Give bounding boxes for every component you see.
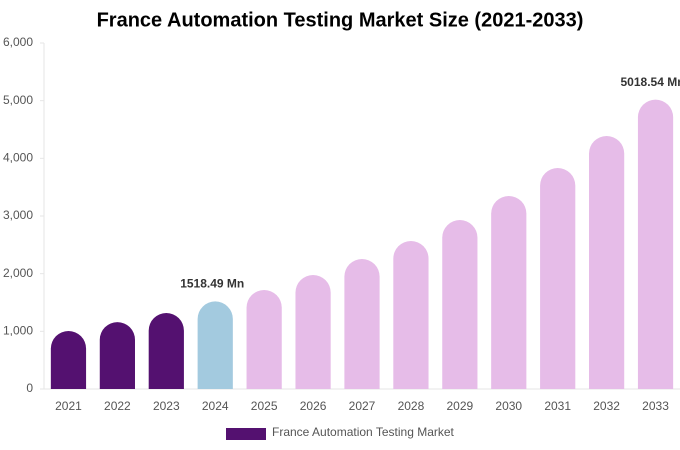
x-tick-label: 2022 bbox=[104, 399, 131, 413]
legend-label: France Automation Testing Market bbox=[272, 425, 455, 439]
x-tick-label: 2027 bbox=[349, 399, 376, 413]
bar bbox=[540, 168, 576, 389]
y-tick-label: 0 bbox=[26, 381, 33, 395]
x-tick-label: 2030 bbox=[495, 399, 522, 413]
x-tick-label: 2032 bbox=[593, 399, 620, 413]
y-tick-label: 1,000 bbox=[3, 324, 33, 338]
bar bbox=[197, 301, 233, 389]
x-tick-label: 2023 bbox=[153, 399, 180, 413]
x-tick-label: 2031 bbox=[544, 399, 571, 413]
x-tick-label: 2026 bbox=[300, 399, 327, 413]
chart-title: France Automation Testing Market Size (2… bbox=[97, 9, 584, 31]
bar bbox=[246, 290, 282, 389]
bar bbox=[393, 241, 429, 389]
legend-swatch bbox=[226, 428, 266, 440]
data-label: 1518.49 Mn bbox=[180, 277, 244, 291]
x-tick-label: 2024 bbox=[202, 399, 229, 413]
bar bbox=[442, 220, 478, 389]
bar bbox=[99, 322, 135, 389]
bar bbox=[148, 312, 184, 389]
bar bbox=[491, 196, 527, 389]
y-tick-label: 6,000 bbox=[3, 35, 33, 49]
bar bbox=[589, 136, 625, 389]
x-tick-label: 2021 bbox=[55, 399, 82, 413]
y-tick-label: 4,000 bbox=[3, 151, 33, 165]
bar bbox=[344, 259, 380, 389]
y-tick-label: 5,000 bbox=[3, 93, 33, 107]
bar bbox=[295, 274, 331, 389]
y-tick-label: 2,000 bbox=[3, 266, 33, 280]
y-tick-label: 3,000 bbox=[3, 208, 33, 222]
x-tick-label: 2028 bbox=[398, 399, 425, 413]
bar bbox=[637, 99, 674, 389]
bar bbox=[50, 330, 87, 389]
x-tick-label: 2025 bbox=[251, 399, 278, 413]
data-label: 5018.54 Mn bbox=[621, 75, 680, 89]
x-tick-label: 2029 bbox=[446, 399, 473, 413]
x-tick-label: 2033 bbox=[642, 399, 669, 413]
